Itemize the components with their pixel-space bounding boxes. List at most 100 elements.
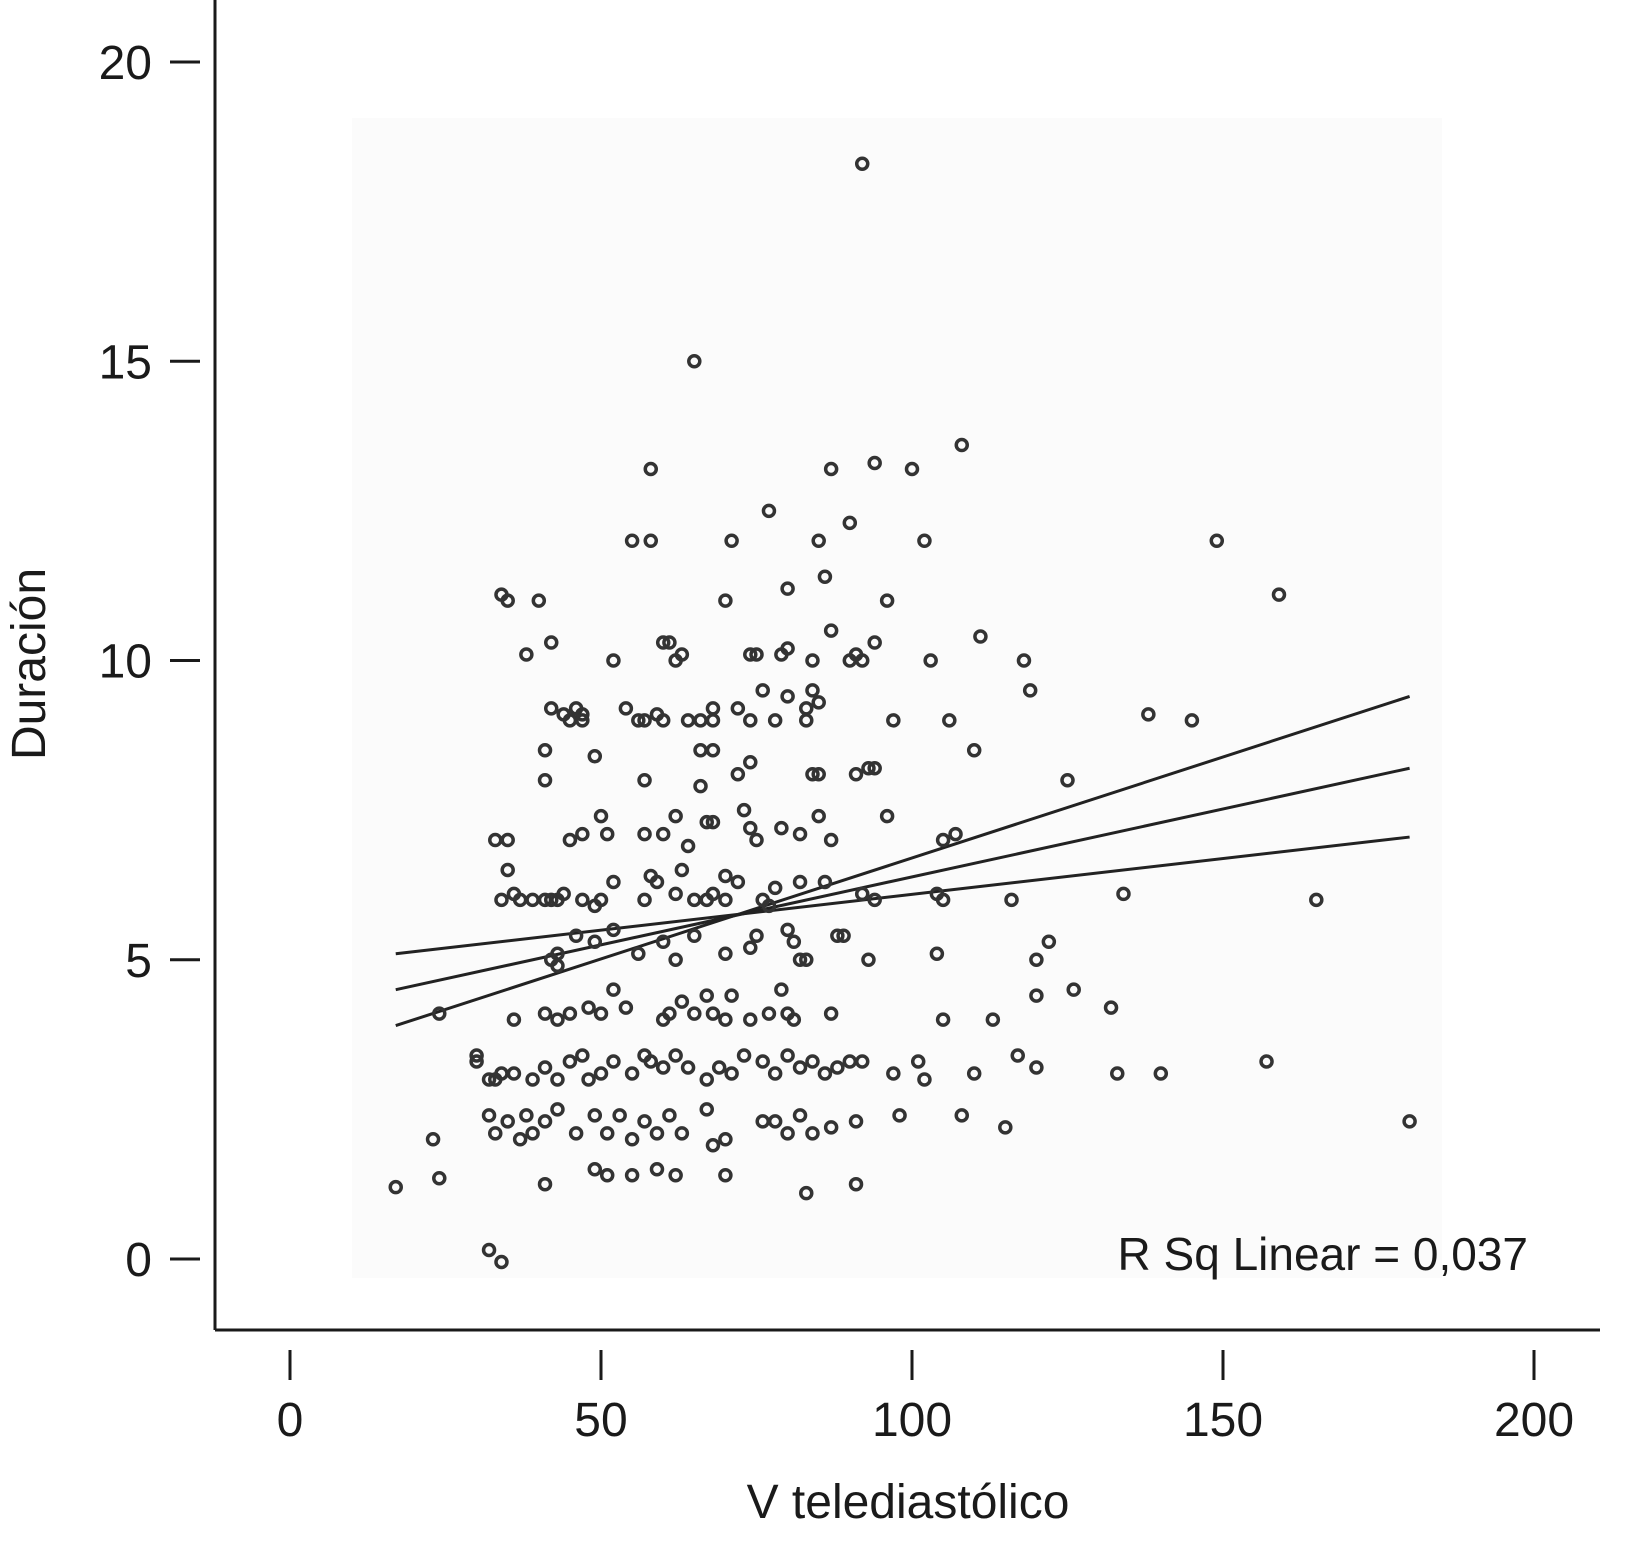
data-point: [606, 982, 621, 997]
data-point: [568, 928, 584, 944]
data-point: [668, 653, 683, 668]
data-point: [724, 1066, 739, 1081]
data-point: [966, 743, 982, 758]
data-point: [799, 1185, 814, 1201]
data-point: [481, 1242, 497, 1258]
data-point: [935, 892, 951, 908]
data-point: [780, 1048, 795, 1063]
data-point: [500, 832, 515, 848]
data-point: [854, 156, 870, 171]
data-point: [1271, 587, 1287, 602]
data-point: [543, 635, 559, 650]
data-point: [867, 892, 882, 908]
data-point: [705, 743, 721, 758]
data-point: [469, 1054, 484, 1069]
data-point: [730, 766, 746, 782]
data-point: [612, 1108, 627, 1123]
data-point: [550, 958, 565, 973]
data-point: [711, 1060, 727, 1075]
data-point: [662, 1006, 677, 1021]
data-point: [593, 892, 609, 908]
data-point: [904, 461, 920, 477]
data-point: [830, 1060, 845, 1075]
data-point: [886, 1066, 901, 1081]
data-point: [699, 1072, 714, 1087]
data-point: [836, 928, 851, 944]
data-point: [581, 1072, 596, 1087]
data-point: [774, 982, 789, 997]
data-point: [817, 569, 833, 584]
data-point: [730, 701, 746, 716]
data-point: [736, 802, 752, 818]
data-point: [805, 766, 820, 782]
x-axis-title: V telediastólico: [747, 1476, 1070, 1529]
data-point: [792, 874, 808, 890]
data-point: [556, 886, 571, 902]
data-point: [693, 778, 708, 794]
data-point: [755, 683, 770, 698]
data-point: [687, 354, 702, 369]
data-point: [848, 1114, 864, 1129]
plot-area: [352, 118, 1442, 1278]
data-point: [1209, 533, 1225, 549]
data-point: [1010, 1048, 1025, 1063]
data-point: [1066, 982, 1081, 997]
data-point: [718, 1132, 733, 1147]
data-point: [985, 1012, 1001, 1027]
data-point: [568, 1126, 584, 1141]
data-point: [550, 1072, 565, 1087]
data-point: [631, 946, 646, 962]
data-point: [674, 1126, 690, 1141]
data-point: [606, 922, 621, 938]
data-point: [879, 593, 895, 608]
data-point: [500, 593, 515, 608]
x-tick-label: 50: [574, 1394, 627, 1447]
data-point: [599, 1167, 615, 1183]
data-point: [631, 713, 646, 728]
data-point: [867, 760, 882, 776]
data-point: [674, 862, 690, 878]
data-point: [624, 1132, 640, 1147]
data-point: [649, 1126, 665, 1141]
data-point: [537, 1006, 553, 1021]
data-point: [749, 647, 764, 662]
data-point: [718, 892, 733, 908]
data-point: [792, 1108, 808, 1123]
data-point: [537, 1176, 553, 1192]
data-point: [811, 808, 826, 824]
data-point: [481, 1072, 497, 1087]
data-point: [910, 1054, 926, 1069]
x-tick-label: 0: [277, 1394, 304, 1447]
data-point: [606, 1054, 621, 1069]
data-point: [655, 713, 671, 728]
data-point: [655, 635, 671, 650]
data-point: [942, 713, 957, 728]
data-point: [687, 928, 702, 944]
data-point: [842, 515, 858, 531]
data-point: [637, 713, 652, 728]
data-point: [587, 934, 603, 950]
data-point: [699, 814, 714, 830]
data-point: [581, 1000, 596, 1015]
ci-line: [395, 694, 1411, 1028]
data-point: [811, 766, 826, 782]
y-tick-label: 0: [125, 1234, 152, 1287]
data-point: [668, 1048, 683, 1063]
data-point: [705, 886, 721, 902]
data-point: [674, 994, 690, 1009]
data-point: [966, 1066, 982, 1081]
data-point: [718, 868, 733, 884]
regression-lines: [395, 694, 1411, 1028]
data-point: [1153, 1066, 1169, 1081]
data-point: [562, 1054, 578, 1069]
data-point: [687, 1006, 702, 1021]
data-point: [705, 814, 721, 830]
data-point: [743, 647, 758, 662]
data-point: [948, 826, 963, 842]
data-point: [954, 1108, 970, 1123]
data-point: [637, 826, 652, 842]
data-point: [494, 892, 509, 908]
data-point: [761, 898, 777, 914]
data-point: [624, 1167, 640, 1183]
data-point: [892, 1108, 907, 1123]
